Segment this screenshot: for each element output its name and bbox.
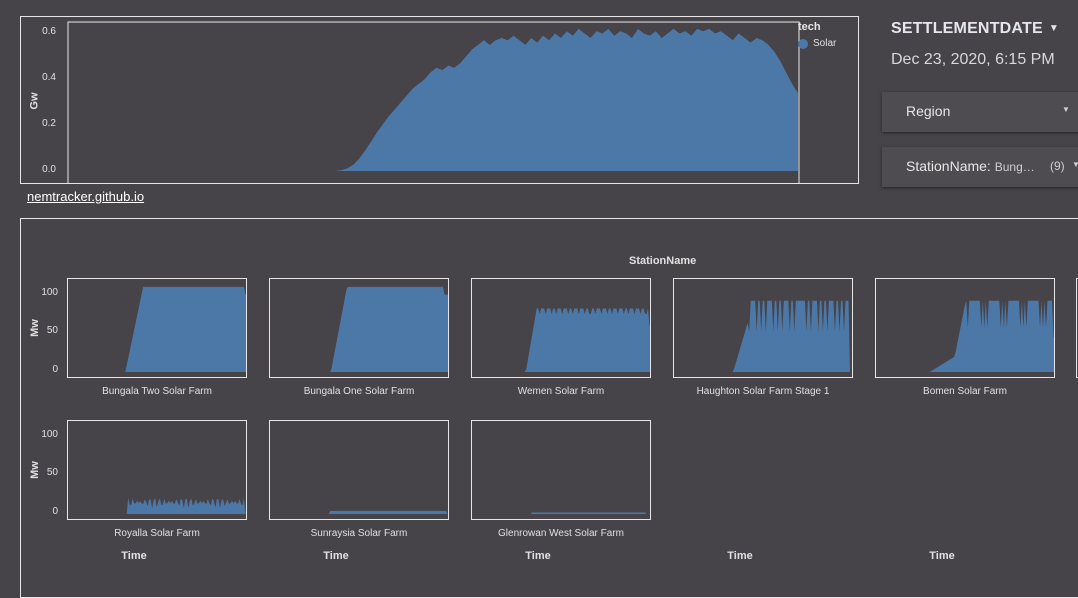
facet-panel [67,278,247,378]
facet-title: StationName [629,255,697,267]
facet-panel-label: Sunraysia Solar Farm [310,528,408,539]
facet-panel-svg [68,286,246,372]
facet-panel-label: Haughton Solar Farm Stage 1 [696,386,830,397]
station-name-label: StationName: [906,158,991,174]
facet-panel-svg [472,308,650,372]
facet-chart-frame [20,218,1078,598]
facet-panel-label: Glenrowan West Solar Farm [498,528,624,539]
facet-panel [269,278,449,378]
settlement-date-label: SETTLEMENTDATE [891,20,1043,37]
settlement-date-title[interactable]: SETTLEMENTDATE ▼ [891,20,1059,38]
facet-panel-cut [1076,278,1078,378]
facet-panel [673,278,853,378]
facet-area [472,512,650,514]
caret-down-icon: ▼ [1072,160,1078,169]
facet-panel-svg [270,510,448,514]
facet-x-label: Time [525,550,551,562]
facet-area [674,300,852,372]
facet-panel [471,420,651,520]
facet-panel [471,278,651,378]
facet-panel-label: Wemen Solar Farm [517,386,605,397]
facet-area [472,308,650,372]
facet-area [876,300,1054,372]
y-tick-label: 0.0 [42,164,56,175]
facet-area [68,497,246,514]
y-tick-label: 0.6 [42,26,56,38]
facet-area [68,286,246,372]
facet-panel-svg [68,497,246,514]
facet-panel-label: Bungala Two Solar Farm [102,386,212,397]
station-name-dropdown-label: StationName: Bung… [906,158,1035,174]
facet-x-label: Time [121,550,147,562]
caret-down-icon: ▼ [1062,105,1070,114]
top-chart-plot-frame [67,21,800,184]
legend-label: Solar [813,38,837,49]
facet-y-label: Mw [28,461,41,479]
legend-title: tech [798,21,821,33]
facet-y-label: Mw [28,319,41,337]
top-chart-frame [20,16,859,184]
nemtracker-link[interactable]: nemtracker.github.io [27,189,145,204]
y-tick-label: 0 [52,506,58,517]
facet-panel-label: Bungala One Solar Farm [303,386,415,397]
station-name-dropdown[interactable]: StationName: Bung… (9) ▼ [882,147,1078,187]
legend-item-solar[interactable]: Solar [798,38,836,49]
facet-area [270,510,448,514]
top-chart-svg [67,21,800,184]
settlement-date-value: Dec 23, 2020, 6:15 PM [891,51,1055,68]
facet-x-label: Time [727,550,753,562]
top-chart-y-label: Gw [28,92,41,110]
series-solar-area [69,28,798,172]
facet-panel [875,278,1055,378]
facet-panel [67,420,247,520]
caret-down-icon: ▼ [1048,23,1059,34]
y-tick-label: 0.4 [42,72,56,84]
station-count: (9) [1050,159,1065,173]
y-tick-label: 50 [46,467,58,479]
facet-area [270,286,448,372]
y-tick-label: 50 [46,325,58,337]
region-dropdown[interactable]: Region ▼ [882,92,1078,132]
y-tick-label: 100 [41,286,58,298]
y-tick-label: 100 [41,428,58,440]
facet-panel [269,420,449,520]
facet-panel-svg [270,286,448,372]
legend-swatch [798,38,808,49]
facet-panel-label: Bomen Solar Farm [923,386,1007,397]
station-name-value: Bung… [994,160,1035,174]
facet-x-label: Time [929,550,955,562]
facet-panel-svg [876,300,1054,372]
facet-x-label: Time [323,550,349,562]
facet-panel-svg [674,300,852,372]
facet-panel-label: Royalla Solar Farm [114,528,200,539]
y-tick-label: 0.2 [42,118,56,130]
y-tick-label: 0 [52,364,58,375]
facet-panel-svg [472,512,650,514]
region-dropdown-label: Region [906,103,951,119]
